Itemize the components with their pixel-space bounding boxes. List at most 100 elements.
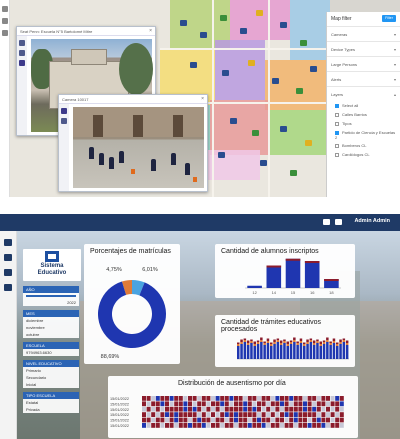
car-icon[interactable] (4, 284, 12, 291)
stacked-bar-segment (237, 342, 240, 344)
heatmap-cell (146, 412, 151, 417)
donut-slice-label: 6,01% (142, 267, 158, 273)
heatmap-cell (316, 417, 321, 423)
stacked-bar-segment (336, 344, 339, 346)
layer-option[interactable]: Cardiólogos CL (327, 150, 400, 159)
filter-education-level[interactable]: NIVEL EDUCATIVO Primario Secundario Inic… (23, 360, 79, 388)
heatmap-cell (330, 406, 335, 412)
layer-option[interactable]: Calles Barrios (327, 110, 400, 119)
heatmap-cell (339, 423, 344, 428)
heatmap-cell (201, 423, 206, 428)
heatmap-cell (174, 412, 179, 417)
filter-row-persons[interactable]: Large Persons ▾ (327, 56, 400, 71)
stacked-bar-segment (322, 344, 326, 359)
heatmap-cell (211, 417, 215, 423)
video-icon[interactable] (61, 108, 67, 114)
stacked-bar-segment (256, 342, 260, 344)
heatmap-cell (298, 412, 303, 417)
heatmap-cell (238, 423, 243, 428)
heatmap-cell (142, 396, 146, 401)
stacked-bar-segment (332, 338, 336, 341)
heatmap-cell (238, 401, 243, 407)
heatmap-cell (151, 406, 156, 412)
filter-button[interactable]: Filter (382, 15, 396, 22)
stacked-bar-segment (237, 346, 240, 359)
filter-row-cameras[interactable]: Cameras ▾ (327, 26, 400, 41)
heatmap-cell (165, 406, 169, 412)
stacked-bar-segment (303, 346, 306, 359)
filter-year[interactable]: AÑO 2022 (23, 286, 79, 306)
heatmap-cell (206, 396, 211, 401)
camera-window-titlebar[interactable]: Seat Penn: Escuela N°5 Bartolomé Mitre × (17, 27, 155, 36)
enrollment-percentages-card: Porcentajes de matrículas 4,75% 6,01% 88,6… (84, 244, 180, 364)
heatmap-cell (142, 401, 146, 407)
heatmap-cell (151, 412, 156, 417)
heatmap-cell (339, 401, 344, 407)
heatmap-cell (192, 396, 197, 401)
stacked-bar-segment (270, 346, 273, 359)
stacked-bar-segment (293, 337, 296, 340)
stacked-bar-segment (293, 342, 296, 359)
map-toolbar (0, 0, 10, 197)
checkbox-icon (335, 112, 339, 117)
stacked-bar-segment (322, 340, 326, 342)
bar-cap (285, 258, 301, 261)
heatmap-cell (330, 401, 335, 407)
map-icon[interactable] (4, 239, 12, 246)
chevron-down-icon: ▾ (393, 62, 396, 67)
heatmap-cell (243, 423, 248, 428)
ruler-icon[interactable] (2, 30, 8, 36)
stacked-bar-segment (246, 343, 250, 345)
heatmap-cell (234, 417, 238, 423)
filter-row-alerts[interactable]: Alerts ▾ (327, 71, 400, 86)
bell-icon[interactable] (4, 254, 12, 261)
stacked-bar-segment (316, 339, 319, 341)
x-tick-label: 14 (272, 290, 277, 295)
layer-option[interactable]: Bomberos CL (327, 141, 400, 150)
stacked-bar-segment (303, 344, 306, 346)
layer-option[interactable]: Partido de Ciencia y Escuelas 2 (335, 130, 396, 140)
camera-window-playground[interactable]: Camera 10017 × (58, 94, 208, 192)
filter-month[interactable]: MES diciembre noviembre octubre (23, 310, 79, 338)
camera-window-titlebar[interactable]: Camera 10017 × (59, 95, 207, 104)
heatmap-cell (142, 406, 146, 412)
user-name[interactable]: Admin Admin (354, 218, 390, 224)
heatmap-cell (257, 396, 261, 401)
layer-option[interactable]: Tipos (327, 119, 400, 128)
heatmap-cell (215, 417, 220, 423)
video-icon[interactable] (19, 40, 25, 46)
filter-school[interactable]: ESCUELA 9794963.6630 (23, 342, 79, 356)
filter-row-device-types[interactable]: Device Types ▾ (327, 41, 400, 56)
info-icon[interactable] (19, 50, 25, 56)
heatmap-cell (261, 396, 266, 401)
apps-icon[interactable] (335, 219, 342, 225)
info-icon[interactable] (61, 118, 67, 124)
stacked-bar-segment (296, 345, 299, 359)
stacked-bar-segment (312, 345, 316, 359)
filter-row-layers[interactable]: Layers ▴ (327, 86, 400, 101)
heatmap-cell (224, 396, 229, 401)
menu-icon[interactable] (323, 219, 330, 225)
layers-icon[interactable] (2, 6, 8, 12)
snapshot-icon[interactable] (19, 60, 25, 66)
heatmap-cell (316, 406, 321, 412)
select-all-checkbox[interactable]: Select all (327, 101, 400, 110)
stacked-bar-segment (266, 341, 270, 343)
year-slider[interactable] (26, 295, 76, 297)
chart-icon[interactable] (4, 269, 12, 276)
heatmap-cell (243, 417, 248, 423)
stacked-bar-chart (237, 337, 349, 360)
pin-icon[interactable] (2, 18, 8, 24)
close-icon[interactable]: × (201, 96, 204, 102)
filter-school-type[interactable]: TIPO ESCUELA Estatal Privada (23, 392, 79, 413)
stacked-bar-segment (309, 338, 313, 340)
close-icon[interactable]: × (149, 28, 152, 34)
heatmap-cell (243, 396, 248, 401)
stacked-bar-segment (279, 345, 283, 359)
heatmap-cell (316, 396, 321, 401)
heatmap-cell (178, 412, 183, 417)
heatmap-cell (215, 401, 220, 407)
heatmap-cell (169, 412, 174, 417)
stacked-bar-segment (250, 339, 253, 341)
heatmap-cell (321, 396, 326, 401)
